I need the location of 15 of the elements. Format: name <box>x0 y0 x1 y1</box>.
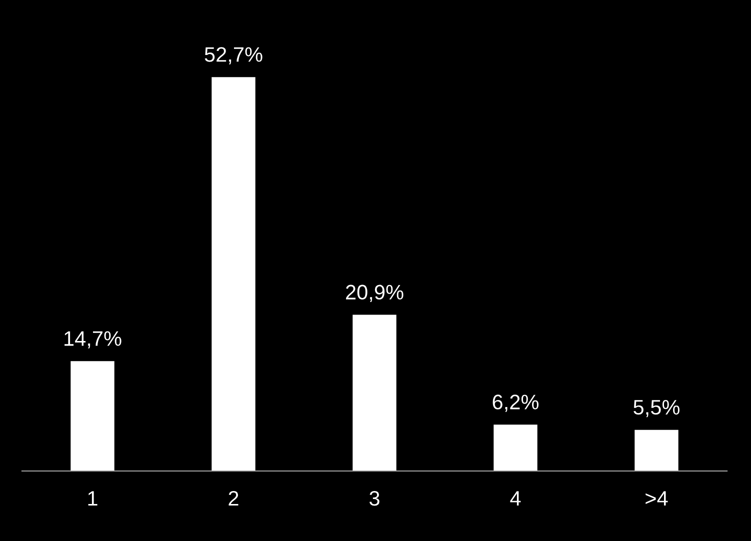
data-label: 20,9% <box>346 284 404 302</box>
bar <box>352 314 396 471</box>
bar <box>70 361 114 471</box>
x-tick-label: 3 <box>370 490 380 506</box>
bar <box>212 77 256 471</box>
x-tick-label: 1 <box>88 491 98 506</box>
x-tick-label: 2 <box>228 490 238 506</box>
data-label: 52,7% <box>204 47 262 64</box>
bar <box>634 430 678 471</box>
data-label: 5,5% <box>634 400 680 418</box>
x-tick-label: 4 <box>510 491 521 506</box>
bar <box>494 424 538 471</box>
data-label: 14,7% <box>64 331 122 348</box>
x-tick-label: >4 <box>646 491 668 506</box>
data-label: 6,2% <box>492 394 539 412</box>
